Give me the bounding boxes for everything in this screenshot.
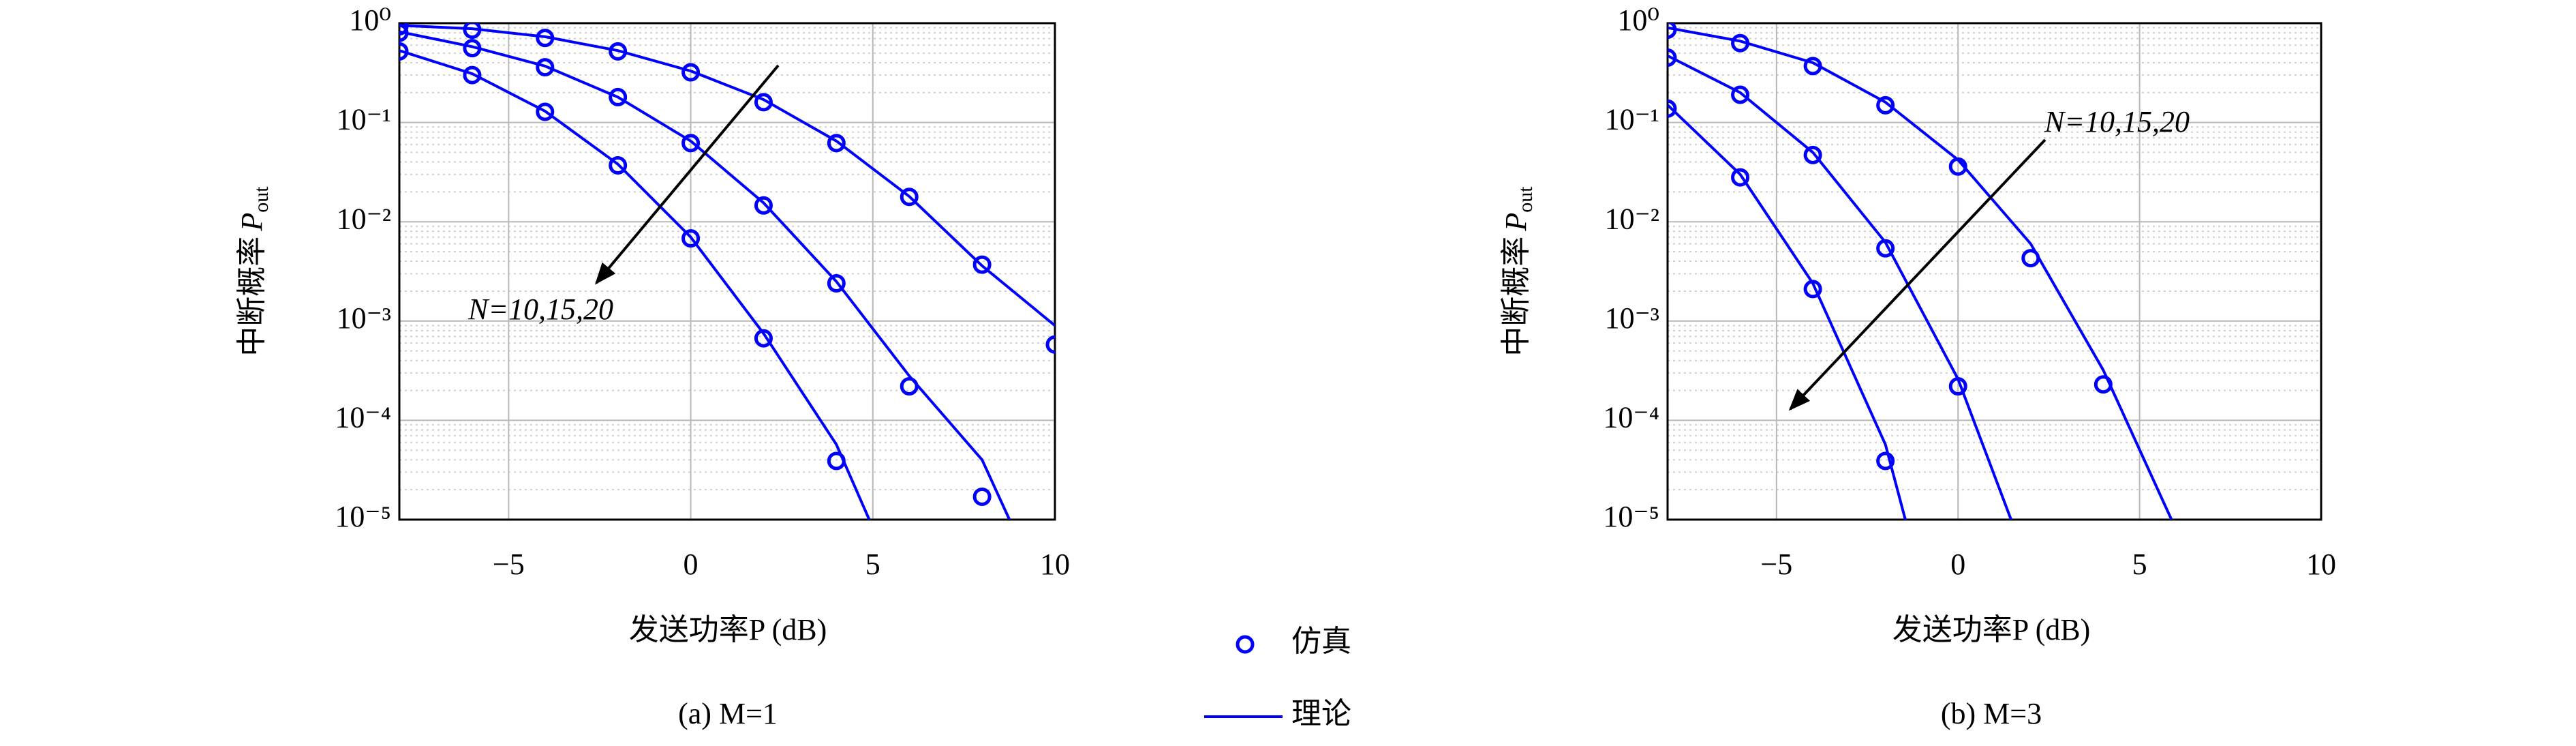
x-axis-label: 发送功率P (dB) [629,613,827,646]
simulation-point [536,58,555,77]
simulation-point [1803,145,1822,164]
simulation-point [1876,451,1895,471]
simulation-point [1731,85,1750,104]
plot-area [1668,23,2173,520]
simulation-point [681,134,701,153]
simulation-point [900,377,919,396]
simulation-point [609,42,628,61]
simulation-point [827,451,846,471]
y-tick-label: 10⁰ [1617,3,1659,37]
simulation-point [681,63,701,82]
x-tick-label: 10 [1040,548,1070,581]
simulation-point [827,273,846,293]
simulation-point [1731,33,1750,53]
y-axis-label-text: 中断概率 [1499,237,1533,357]
simulation-point [536,102,555,121]
x-tick-label: −5 [493,548,525,581]
y-axis-label-symbol: P [235,213,269,232]
simulation-point [1668,23,1677,40]
annotation: N=10,15,20 [2044,105,2190,138]
theory-line [1668,26,2173,520]
y-tick-label: 10⁻¹ [1605,103,1659,136]
theory-line [399,30,1011,520]
simulation-point [972,487,992,506]
axis-frame [1666,22,2322,521]
simulation-point [1876,239,1895,258]
simulation-point [399,23,409,36]
y-tick-label: 10⁻⁴ [1603,400,1659,434]
simulation-point [1731,168,1750,187]
simulation-point [609,87,628,106]
legend-label: 仿真 [1291,625,1351,658]
theory-line [1668,104,1907,520]
simulation-point [463,65,482,85]
plot-area [399,23,1055,520]
simulation-point [463,39,482,58]
simulation-point [1948,377,1967,396]
x-tick-label: 0 [1950,548,1965,581]
y-axis-label: 中断概率 Pout [235,186,273,357]
simulation-point [681,229,701,248]
theory-line [399,49,871,520]
y-tick-label: 10⁻⁴ [335,400,391,434]
simulation-point [754,196,773,215]
simulation-point [754,93,773,112]
x-tick-label: −5 [1760,548,1792,581]
y-tick-label: 10⁻¹ [337,103,391,136]
simulation-point [1668,48,1677,67]
y-axis-label-subscript: out [1514,186,1537,213]
y-axis-label-text: 中断概率 [235,237,269,357]
simulation-point [1803,280,1822,299]
x-tick-label: 5 [865,548,880,581]
x-axis-label: 发送功率P (dB) [1892,613,2091,646]
simulation-point [1876,95,1895,115]
y-tick-label: 10⁻³ [1605,301,1659,335]
caption: (a) M=1 [678,697,778,730]
x-tick-label: 0 [684,548,699,581]
theory-line [1668,54,2013,520]
y-tick-label: 10⁰ [349,3,391,37]
y-axis-label-symbol: P [1499,213,1533,232]
y-tick-label: 10⁻⁵ [1603,500,1659,533]
simulation-point [827,134,846,153]
simulation-point [399,23,409,42]
y-axis-label-subscript: out [250,186,273,213]
simulation-point [1045,335,1055,354]
theory-line [399,24,1055,327]
simulation-point [754,329,773,348]
simulation-point [463,23,482,40]
simulation-point [2021,249,2040,268]
simulation-point [900,188,919,207]
legend-label: 理论 [1291,697,1351,730]
simulation-point [2094,375,2113,394]
y-tick-label: 10⁻⁵ [335,500,391,533]
x-tick-label: 10 [2306,548,2336,581]
simulation-point [609,155,628,175]
simulation-point [1668,99,1677,118]
x-tick-label: 5 [2132,548,2147,581]
y-tick-label: 10⁻² [337,202,391,235]
simulation-point [399,42,409,61]
caption: (b) M=3 [1941,697,2042,730]
y-axis-label: 中断概率 Pout [1499,186,1537,357]
simulation-point [972,255,992,274]
axis-frame [398,22,1056,521]
annotation-arrow [1788,138,2046,411]
annotation-arrow [594,64,780,285]
annotation: N=10,15,20 [467,293,613,326]
y-tick-label: 10⁻² [1605,202,1659,235]
simulation-point [1803,57,1822,76]
y-tick-label: 10⁻³ [337,301,391,335]
legend-marker [1236,635,1255,654]
simulation-point [536,29,555,48]
simulation-point [1948,157,1967,176]
